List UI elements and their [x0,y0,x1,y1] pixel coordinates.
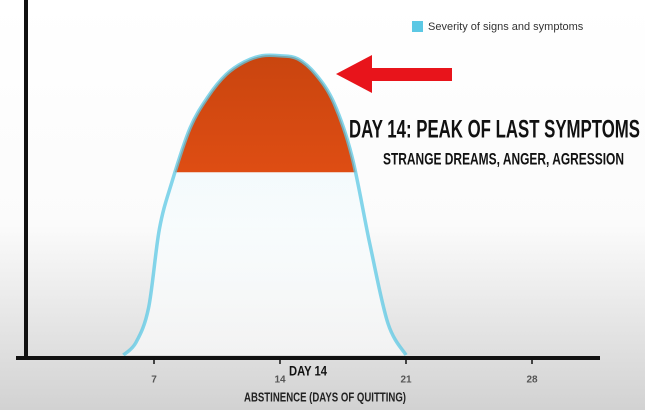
annotation-day: DAY 14 [289,363,327,379]
legend-swatch [412,21,423,32]
highlight-region [174,55,356,173]
x-axis-label: ABSTINENCE (DAYS OF QUITTING) [244,389,406,404]
arrow-head [336,55,372,93]
x-tick-label: 21 [400,375,412,386]
annotation-title: DAY 14: PEAK OF LAST SYMPTOMS [349,116,640,144]
x-tick-label: 7 [151,375,157,386]
arrow [336,55,452,93]
legend-label: Severity of signs and symptoms [428,21,584,33]
arrow-shaft [368,68,452,81]
series-line [122,53,408,357]
x-tick-label: 14 [274,375,286,386]
plot-area: 7 14 21 28 ABSTINENCE (DAYS OF QUITTING) Seve… [16,0,640,404]
x-tick-label: 28 [526,375,538,386]
annotation-subtitle: STRANGE DREAMS, ANGER, AGRESSION [383,149,624,168]
